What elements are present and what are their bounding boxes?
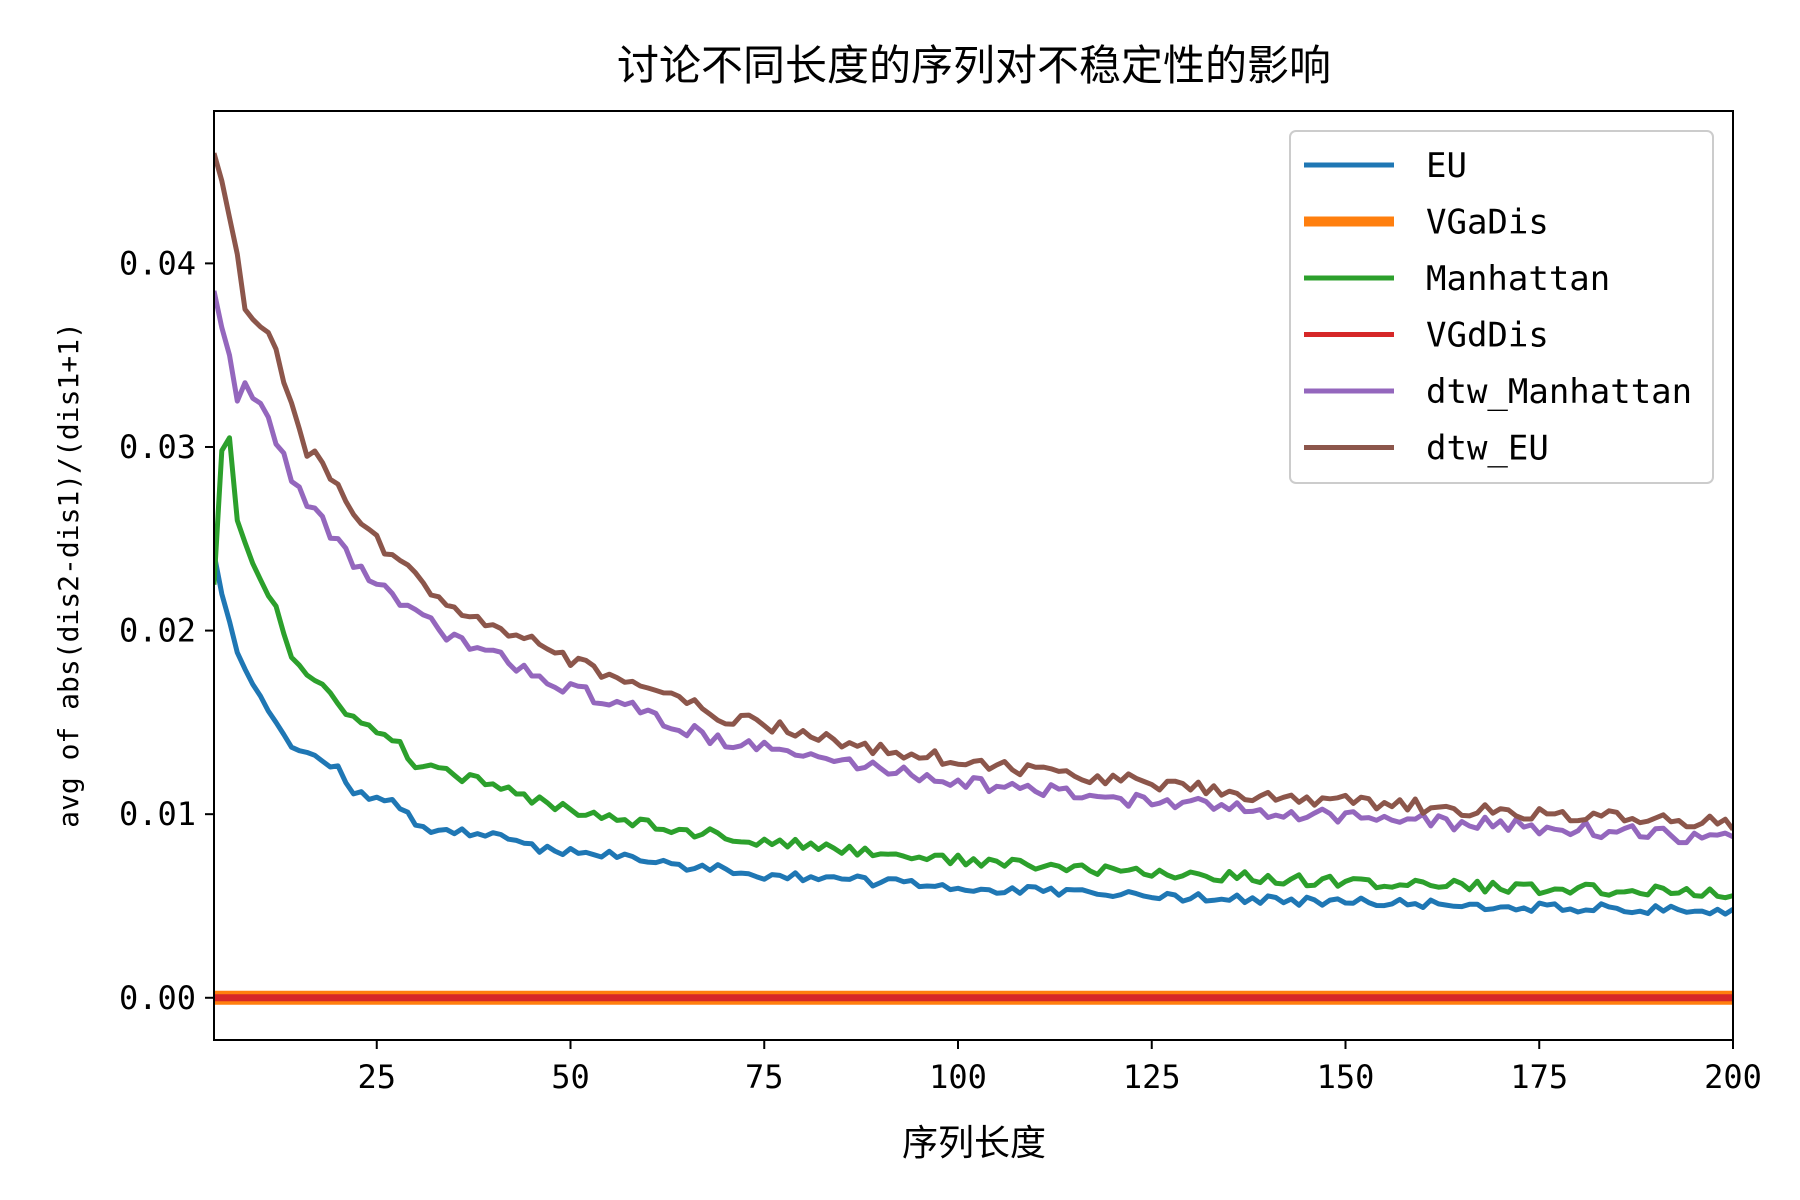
- legend-label: dtw_EU: [1426, 429, 1549, 469]
- series-line-eu: [215, 553, 1733, 917]
- plot-frame: [213, 110, 1734, 1041]
- legend-label: Manhattan: [1426, 259, 1610, 299]
- legend-label: VGdDis: [1426, 316, 1549, 356]
- y-axis-label: avg of abs(dis2-dis1)/(dis1+1): [52, 322, 85, 828]
- legend: EU VGaDis Manhattan VGdDis dtw_Manhattan dtw_…: [1289, 130, 1714, 484]
- series-group: [215, 152, 1733, 1005]
- x-tick-label: 75: [745, 1058, 784, 1096]
- legend-box: [1289, 130, 1714, 484]
- x-tick-label: 25: [357, 1058, 396, 1096]
- series-line-dtw-eu: [215, 152, 1733, 831]
- series-line-manhattan: [215, 435, 1733, 901]
- series-line-dtw-manhattan: [215, 290, 1733, 846]
- x-tick-label: 100: [929, 1058, 987, 1096]
- y-tick-label: 0.04: [119, 244, 196, 282]
- x-tick-label: 125: [1123, 1058, 1181, 1096]
- y-tick-label: 0.01: [119, 795, 196, 833]
- chart-title: 讨论不同长度的序列对不稳定性的影响: [617, 41, 1331, 90]
- legend-label: EU: [1426, 146, 1467, 186]
- x-tick-label: 50: [551, 1058, 590, 1096]
- x-axis-label: 序列长度: [902, 1123, 1046, 1164]
- y-axis: 0.00 0.01 0.02 0.03 0.04: [119, 244, 214, 1017]
- y-tick-label: 0.02: [119, 612, 196, 650]
- legend-label: dtw_Manhattan: [1426, 372, 1692, 412]
- legend-label: VGaDis: [1426, 203, 1549, 243]
- plot-area: [213, 110, 1734, 1041]
- x-tick-label: 175: [1510, 1058, 1568, 1096]
- x-tick-label: 200: [1704, 1058, 1762, 1096]
- y-tick-label: 0.00: [119, 979, 196, 1017]
- x-tick-label: 150: [1317, 1058, 1375, 1096]
- y-tick-label: 0.03: [119, 428, 196, 466]
- x-axis: 25 50 75 100 125 150 175 200: [357, 1040, 1762, 1096]
